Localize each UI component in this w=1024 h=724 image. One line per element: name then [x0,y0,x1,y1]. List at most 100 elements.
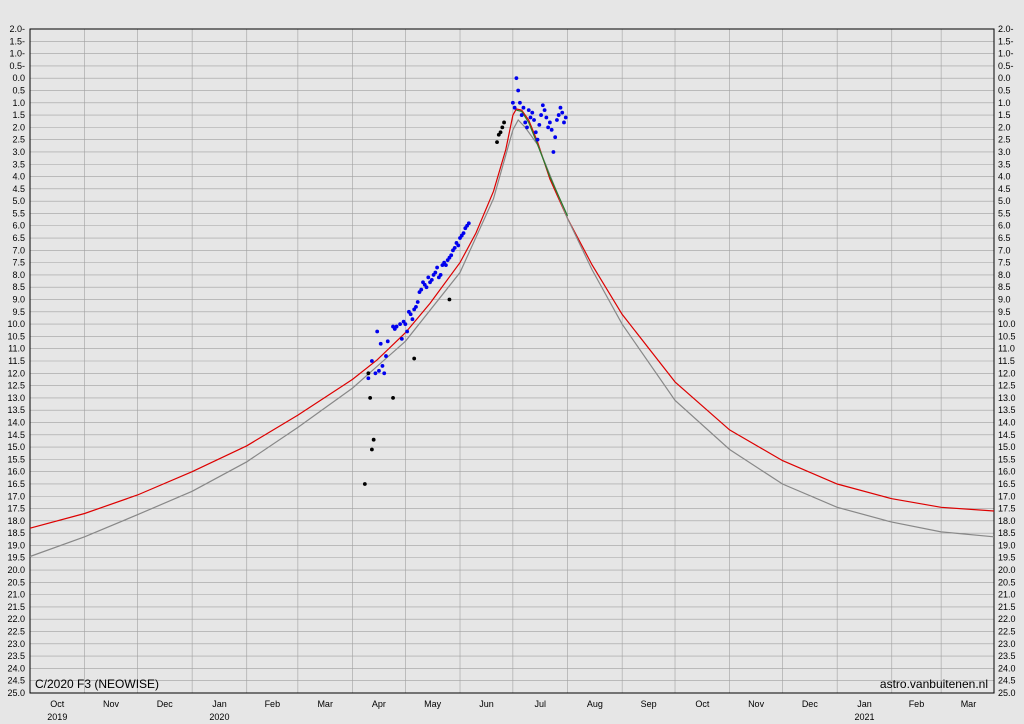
y-tick-label-left: 4.5 [12,184,25,194]
y-tick-label-right: 20.5 [998,577,1016,587]
observation-point [384,354,388,358]
y-tick-label-left: 24.0 [7,663,25,673]
y-tick-label-right: 19.5 [998,553,1016,563]
credit-label: astro.vanbuitenen.nl [880,677,988,691]
y-tick-label-right: 0.5 [998,85,1011,95]
observation-point [444,263,448,267]
x-month-label: Aug [587,699,603,709]
y-axis-right-labels: 2.0- 1.5- 1.0- 0.5- 0.0 0.5 1.0 1.5 2.0 2.5 3.0 3.5… [998,24,1016,698]
y-tick-label-left: 2.0 [12,122,25,132]
y-tick-label-left: 17.5 [7,504,25,514]
y-tick-label-right: 17.0 [998,491,1016,501]
y-tick-label-left: 6.5 [12,233,25,243]
y-tick-label-right: 10.0 [998,319,1016,329]
magnitude-curve-0 [29,108,995,529]
observation-point [366,376,371,381]
observation-point [549,127,554,132]
observation-point [516,88,521,93]
observation-point [398,322,402,327]
observation-point [528,115,533,120]
x-month-label: Oct [50,699,65,709]
x-month-label: Jul [534,699,546,709]
observation-point [378,341,383,346]
observation-point [399,336,404,341]
y-tick-label-right: 7.5 [998,258,1011,268]
observation-point [373,371,378,376]
y-tick-label-left: 23.0 [7,639,25,649]
y-tick-label-left: 4.0 [12,172,25,182]
y-tick-label-right: 18.5 [998,528,1016,538]
y-tick-label-left: 1.0 [12,98,25,108]
x-month-label: Feb [909,699,925,709]
y-tick-label-left: 19.0 [7,540,25,550]
observation-point [500,125,505,130]
observation-point [371,437,376,442]
y-tick-label-left: 8.0 [12,270,25,280]
observation-point [391,395,395,400]
y-tick-label-left: 22.5 [7,627,25,637]
y-tick-label-left: 18.0 [7,516,25,526]
observation-point [510,100,515,105]
y-tick-label-left: 1.0- [9,49,25,59]
y-tick-label-left: 17.0 [7,491,25,501]
y-tick-label-right: 24.0 [998,663,1016,673]
y-tick-label-left: 0.5 [12,85,25,95]
observation-point [408,312,413,317]
y-tick-label-right: 2.0 [998,122,1011,132]
observation-point [414,304,418,309]
y-tick-label-right: 9.0 [998,295,1011,305]
y-tick-label-right: 17.5 [998,504,1016,514]
y-tick-label-right: 9.5 [998,307,1011,317]
y-tick-label-left: 12.5 [7,381,25,391]
y-tick-label-left: 15.0 [7,442,25,452]
observation-point [540,103,545,108]
y-tick-label-right: 10.5 [998,331,1016,341]
y-tick-label-right: 1.5- [998,36,1014,46]
x-axis-labels: Oct Nov Dec Jan Feb Mar Apr May Jun Jul Aug Sep Oct N… [47,699,976,722]
observation-point [456,243,461,248]
y-tick-label-left: 1.5 [12,110,25,120]
observation-point [438,273,443,277]
y-tick-label-left: 14.0 [7,417,25,427]
observation-point [433,270,438,275]
observation-point [435,265,440,270]
observation-point [449,253,454,258]
observation-point [563,115,568,120]
observation-point [560,110,565,115]
observation-point [369,447,374,452]
y-tick-label-left: 9.5 [12,307,25,317]
observation-point [521,105,526,110]
y-tick-label-left: 20.5 [7,577,25,587]
y-tick-label-left: 19.5 [7,553,25,563]
x-month-label: Mar [961,699,977,709]
y-tick-label-right: 19.0 [998,540,1016,550]
x-month-label: Nov [103,699,120,709]
y-tick-label-right: 25.0 [998,688,1016,698]
y-tick-label-left: 1.5- [9,36,25,46]
y-tick-label-left: 16.0 [7,467,25,477]
y-tick-label-right: 13.5 [998,405,1016,415]
y-tick-label-left: 7.0 [12,245,25,255]
y-tick-label-right: 12.5 [998,381,1016,391]
observation-point [532,118,536,122]
y-tick-label-right: 21.0 [998,590,1016,600]
y-tick-label-left: 22.0 [7,614,25,624]
y-tick-label-right: 5.5 [998,208,1011,218]
y-tick-label-left: 0.5- [9,61,25,71]
y-tick-label-left: 7.5 [12,258,25,268]
x-month-label: Oct [695,699,710,709]
y-tick-label-left: 0.0 [12,73,25,83]
observation-point [542,108,547,113]
y-tick-label-right: 2.0- [998,24,1014,34]
observation-point [555,118,559,122]
y-tick-label-right: 4.0 [998,172,1011,182]
y-tick-label-right: 22.0 [998,614,1016,624]
observation-point [380,364,385,368]
y-tick-label-right: 1.0- [998,49,1014,59]
y-tick-label-left: 8.5 [12,282,25,292]
y-tick-label-left: 11.0 [8,344,25,354]
y-tick-label-left: 15.5 [7,454,25,464]
y-tick-label-left: 16.5 [7,479,25,489]
